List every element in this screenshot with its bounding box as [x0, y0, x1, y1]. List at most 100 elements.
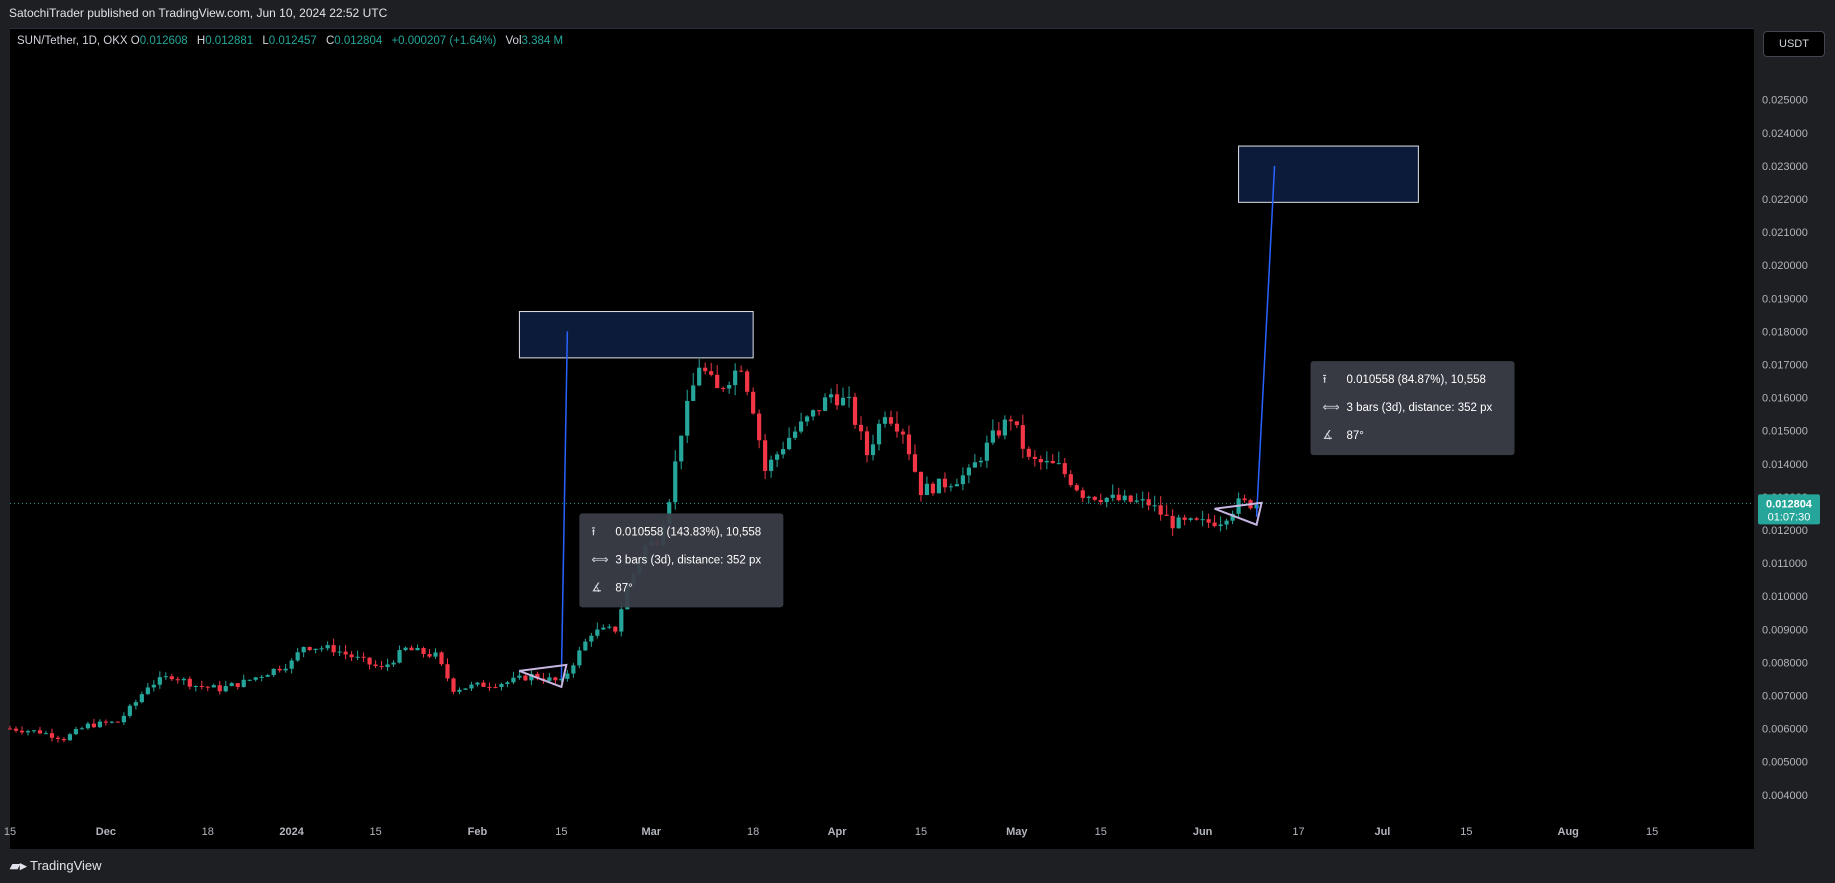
candle-body [463, 688, 468, 690]
candle-body [391, 662, 396, 665]
candle-body [493, 686, 498, 688]
candle-body [685, 400, 690, 436]
candle-body [301, 647, 306, 653]
candle [1170, 509, 1175, 537]
candle-body [499, 684, 504, 687]
candle-body [1038, 458, 1043, 463]
y-tick-label: 0.018000 [1762, 326, 1808, 338]
candle [403, 646, 408, 652]
x-tick-label: 15 [1095, 826, 1107, 838]
tradingview-logo[interactable]: ▰▸ TradingView [10, 858, 102, 874]
candle-body [103, 721, 108, 723]
candle-body [667, 502, 672, 525]
candle-body [451, 678, 456, 692]
candle [972, 454, 977, 468]
candle-body [804, 416, 810, 422]
candle-body [1200, 519, 1205, 521]
candle-body [7, 728, 13, 730]
candle-body [415, 647, 420, 651]
candle [79, 726, 85, 730]
candle-body [1140, 499, 1145, 501]
candle [511, 671, 516, 685]
open-key: O [130, 35, 140, 47]
candle-body [397, 650, 402, 663]
candle-body [559, 678, 564, 681]
x-tick-label: 15 [369, 826, 381, 838]
candle-body [936, 478, 942, 494]
candle [277, 665, 282, 673]
candle [307, 646, 312, 652]
brand-text: TradingView [30, 858, 102, 873]
candle-body [1152, 505, 1157, 507]
last-price-label: 0.012804 [1766, 498, 1813, 510]
candle-body [97, 721, 102, 728]
candle-body [1092, 496, 1097, 500]
price-range-icon: ⭱ [591, 524, 595, 538]
candle [31, 729, 37, 734]
candle [1038, 455, 1043, 470]
candle [793, 426, 798, 441]
candle-body [139, 694, 144, 703]
candle [49, 728, 55, 742]
candle [379, 660, 384, 670]
candle-body [1170, 515, 1175, 529]
candle-body [990, 430, 995, 443]
candle [85, 721, 91, 730]
close-value: 0.012804 [334, 35, 383, 47]
candle-body [793, 431, 798, 438]
candle [822, 393, 828, 412]
candle [163, 672, 168, 680]
candle-body [1242, 498, 1247, 501]
candle [253, 676, 258, 682]
candle [1074, 483, 1079, 492]
candle-body [757, 413, 762, 441]
candle [978, 456, 983, 468]
candle-body [169, 676, 174, 680]
candle-body [673, 461, 678, 503]
candle [55, 735, 61, 743]
x-tick-label: 15 [555, 826, 567, 838]
candle-body [91, 723, 97, 728]
candle [697, 359, 702, 387]
angle-marker [1214, 501, 1263, 527]
x-tick-label: 15 [1460, 826, 1472, 838]
candle-body [834, 394, 840, 406]
candle-body [1026, 448, 1031, 457]
candle [1224, 518, 1229, 530]
candle [906, 425, 912, 461]
candle [301, 646, 306, 658]
candle [948, 483, 954, 492]
x-tick-label: Jun [1193, 826, 1213, 838]
candle-body [1044, 460, 1049, 463]
currency-button[interactable]: USDT [1763, 31, 1825, 57]
candle [229, 682, 234, 687]
x-tick-label: 15 [915, 826, 927, 838]
candle [679, 435, 684, 470]
candle-body [703, 367, 708, 372]
candle-body [978, 460, 983, 463]
candle [834, 383, 840, 410]
candle-body [960, 475, 966, 485]
candle-body [259, 676, 264, 678]
change-value: +0.000207 (+1.64%) [391, 35, 497, 47]
candle-body [607, 626, 612, 628]
candle [91, 718, 97, 729]
measure-tooltips: ⭱ 0.010558 (143.83%), 10,558 ⟺ 3 bars (3d),… [579, 361, 1515, 608]
candle-body [175, 679, 180, 681]
candle-body [1158, 505, 1163, 515]
candle-body [1056, 463, 1061, 465]
candle [595, 622, 600, 639]
measure-tooltip: ⭱ 0.010558 (84.87%), 10,558 ⟺ 3 bars (3d), … [1310, 361, 1515, 456]
last-price-tag [1758, 494, 1820, 525]
candle [1212, 515, 1217, 528]
candle-body [61, 739, 67, 741]
candle [1206, 513, 1211, 529]
countdown-label: 01:07:30 [1768, 511, 1811, 523]
candle-body [870, 444, 876, 456]
candle [960, 467, 966, 491]
candle-body [697, 367, 702, 386]
candle [858, 416, 864, 440]
candle [103, 719, 108, 726]
candle [900, 428, 906, 444]
